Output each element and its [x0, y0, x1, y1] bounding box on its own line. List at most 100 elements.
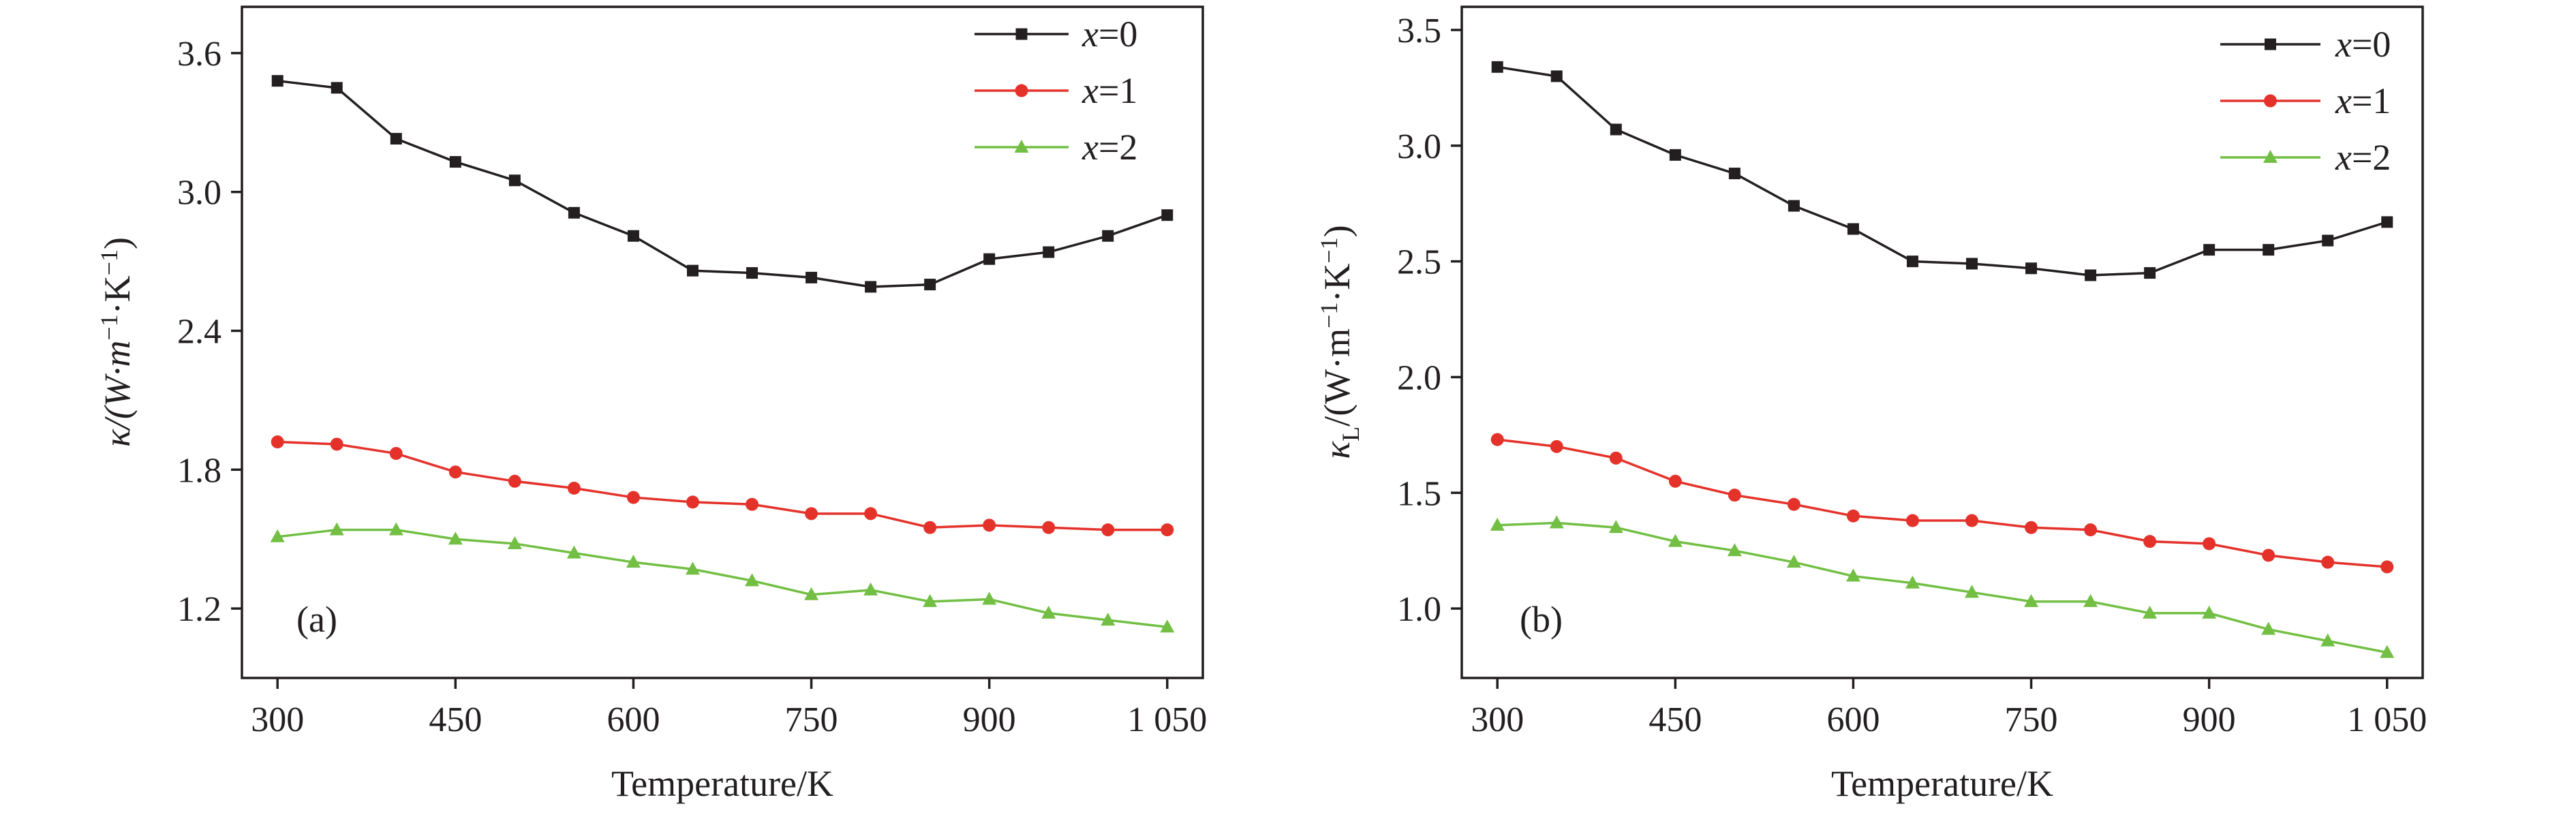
- panel-a-series-x1-point: [626, 491, 640, 504]
- panel-b-x-tick-label: 450: [1649, 700, 1702, 739]
- panel-b-series-x0-point: [1550, 70, 1563, 82]
- panel-a-legend-item-x1-label: x=1: [1082, 70, 1137, 111]
- panel-a-series-x2-point: [329, 522, 344, 536]
- panel-b-series-x2-point: [1905, 575, 1920, 589]
- panel-a-series-x2-point: [507, 536, 522, 549]
- panel-a-series-x1-point: [448, 465, 462, 479]
- panel-a-series-x1-point: [1042, 521, 1056, 534]
- panel-b-series-x2-point: [2261, 621, 2276, 635]
- panel-a-series-x1-point: [1101, 523, 1115, 537]
- panel-b-series-x2-point: [2202, 605, 2217, 619]
- panel-a-y-tick-label: 1.8: [177, 451, 221, 490]
- panel-b-y-title-sub: L: [1337, 427, 1364, 442]
- panel-a-y-tick-label: 3.6: [177, 35, 221, 74]
- panel-a-x-tick-label: 750: [785, 700, 838, 739]
- panel-a-legend-item-x1-eq: =1: [1099, 70, 1137, 111]
- panel-a-series-x2-point: [1101, 613, 1116, 626]
- panel-b-legend-item-x2: x=2: [2220, 137, 2391, 178]
- panel-a-y-title-sup1: −1: [95, 314, 123, 340]
- panel-a-series-x1-line: [277, 440, 1167, 531]
- panel-a-series-x0-point: [746, 267, 758, 279]
- panel-a-series-x0-point: [924, 279, 936, 291]
- panel-a-y-tick-label: 2.4: [177, 313, 221, 352]
- panel-a-series: [270, 75, 1175, 633]
- panel-b-y-title-sup1: −1: [1315, 303, 1343, 328]
- panel-a-y-title-end: ): [97, 237, 138, 249]
- panel-b-series-x1-point: [2380, 560, 2394, 574]
- panel-a-series-x2-point: [626, 555, 641, 568]
- panel-b-series-x1-point: [2025, 521, 2038, 534]
- panel-a-series-x2-point: [982, 591, 997, 605]
- panel-a-legend-item-x0-eq: =0: [1099, 14, 1137, 55]
- panel-b-y-title-mid: ·K: [1317, 264, 1358, 303]
- panel-b-x-tick-label: 1 050: [2347, 700, 2427, 739]
- panel-b-label: (b): [1520, 599, 1563, 640]
- panel-b-y-axis-title: κL/(W·m−1·K−1): [1315, 225, 1364, 459]
- panel-a-series-x2-point: [685, 561, 700, 575]
- panel-a-x-tick-label: 600: [607, 700, 660, 739]
- panel-b-series-x2-point: [1845, 568, 1860, 582]
- panel-a-y-title-kappa: κ/(W·m: [97, 341, 138, 447]
- panel-b-series-x2-point: [1965, 585, 1980, 598]
- panel-b-legend-item-x0-eq: =0: [2352, 24, 2391, 65]
- panel-b-series-x2-line: [1497, 521, 2388, 654]
- panel-b-series: [1490, 61, 2395, 658]
- panel-b-series-x2-point: [1668, 534, 1683, 547]
- panel-a-legend-item-x2-eq: =2: [1099, 127, 1137, 168]
- panel-a-series-x1-point: [864, 507, 878, 521]
- panel-a-x-tick-label: 1 050: [1127, 700, 1207, 739]
- panel-a-legend-item-x2-var: x: [1082, 127, 1099, 168]
- panel-b-legend-item-x1-var: x: [2335, 80, 2352, 121]
- panel-a-legend-item-x1: x=1: [975, 70, 1137, 111]
- panel-a-series-x1-point: [567, 481, 581, 495]
- panel-b-y-tick-label: 1.0: [1397, 590, 1441, 629]
- panel-b-series-x1-point: [2262, 548, 2275, 562]
- panel-b-x-tick-label: 300: [1471, 700, 1524, 739]
- panel-b-series-x2-point: [1608, 520, 1623, 534]
- panel-b-series-x0-point: [2085, 269, 2097, 281]
- panel-b-series-x1-line: [1497, 438, 2387, 568]
- panel-a-series-x1-point: [983, 519, 996, 532]
- panel-a-series-x0-point: [983, 253, 996, 265]
- panel-b-y-title-rest: /(W·m: [1317, 328, 1358, 427]
- panel-b: (b) Temperature/K κL/(W·m−1·K−1) 300 450 6…: [1315, 5, 2427, 804]
- panel-b-series-x0-point: [1966, 258, 1978, 270]
- panel-b-series-x2-point: [2024, 593, 2039, 607]
- panel-a-series-x2-line: [277, 528, 1167, 629]
- panel-b-series-x2-point: [2320, 633, 2335, 647]
- panel-b-series-x1-point: [1787, 497, 1800, 511]
- panel-a-legend-item-x0: x=0: [975, 14, 1137, 55]
- panel-a-y-title-mid: ·K: [97, 275, 138, 314]
- panel-b-series-x0-point: [2322, 234, 2334, 247]
- panel-a-x-tick-label: 450: [429, 700, 482, 739]
- panel-b-series-x0-point: [2025, 262, 2038, 275]
- panel-b-legend-item-x0-label: x=0: [2335, 24, 2391, 65]
- panel-b-series-x2: [1490, 515, 2395, 658]
- panel-b-series-x0-point: [1610, 123, 1622, 136]
- panel-b-legend: x=0x=1x=2: [2220, 24, 2391, 178]
- panel-b-series-x1-point: [1905, 514, 1919, 527]
- panel-a-series-x2-point: [388, 522, 403, 536]
- panel-b-legend-item-x2-swatch-marker: [2263, 150, 2278, 163]
- panel-a-legend-item-x2-swatch-marker: [1014, 140, 1029, 153]
- panel-a-series-x0-point: [271, 75, 283, 87]
- panel-b-plot-frame: [1460, 5, 2424, 679]
- panel-a-series-x2-point: [745, 573, 760, 587]
- panel-a-series-x0-line: [277, 79, 1168, 288]
- panel-b-legend-item-x1-swatch-marker: [2264, 94, 2277, 108]
- panel-b-y-title-sup2: −1: [1315, 237, 1343, 263]
- panel-a-legend-item-x2-label: x=2: [1082, 127, 1137, 168]
- panel-a-series-x1-point: [686, 495, 699, 509]
- panel-b-series-x0-point: [2144, 267, 2156, 279]
- panel-b-y-title-kappa: κ: [1317, 441, 1358, 459]
- panel-b-series-x1-point: [2203, 537, 2216, 551]
- panel-a-legend-item-x1-var: x: [1082, 70, 1099, 111]
- panel-b-series-x1-point: [2321, 555, 2335, 569]
- panel-b-series-x1-point: [1550, 439, 1563, 453]
- panel-b-legend-item-x0-var: x: [2335, 24, 2352, 65]
- panel-a-series-x2-point: [1041, 605, 1056, 619]
- panel-b-series-x2-point: [1549, 515, 1564, 529]
- panel-b-x-axis-title: Temperature/K: [1831, 763, 2053, 804]
- panel-a-legend-item-x0-var: x: [1082, 14, 1099, 55]
